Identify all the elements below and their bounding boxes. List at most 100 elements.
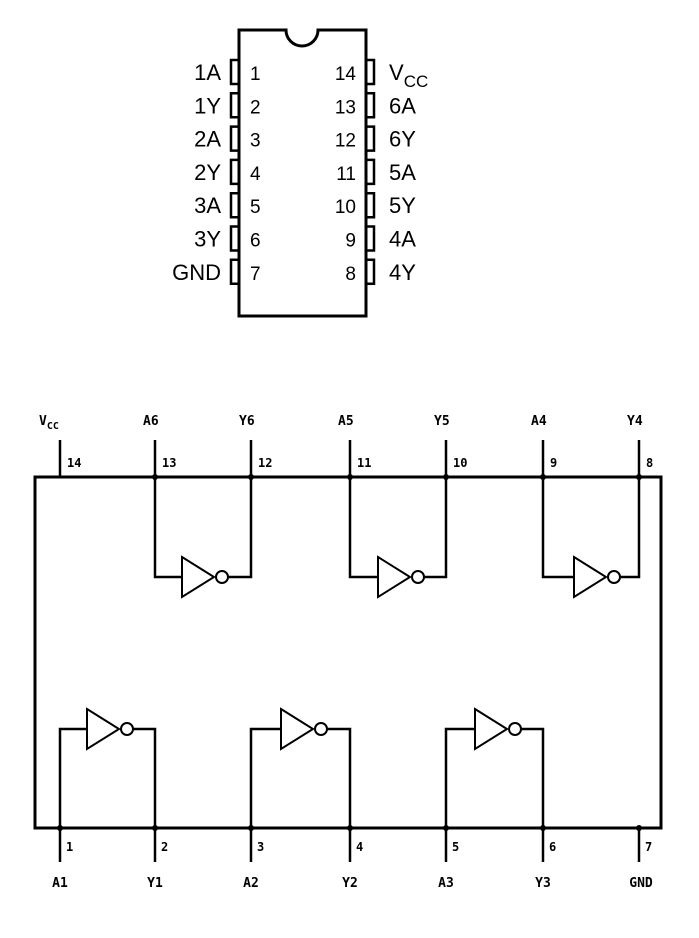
pin-number: 6 [549,840,556,854]
pin-tab [229,158,238,186]
buffer-triangle [86,707,121,751]
pin-label-gnd: GND [629,876,653,891]
inverter-gate-1 [58,707,157,828]
inversion-bubble [411,570,425,584]
pin-tab [229,191,238,219]
pin-number: 3 [257,840,264,854]
junction-dot [636,825,642,831]
pin-number: 9 [550,456,557,470]
input-wire [249,727,281,828]
pin-label-y3: Y3 [535,876,551,891]
logic-schematic: VCC 14 A6 13 Y6 12 A5 11 Y5 10 A4 9 Y4 8 1 A1 2 Y1 3 A2 4 Y2… [33,414,663,891]
pin-number: 14 [335,64,357,85]
pin-number: 14 [67,456,81,470]
pin-tab [367,191,376,219]
pin-label-y2: Y2 [342,876,358,891]
pin-number: 5 [250,197,261,218]
pin-number: 9 [345,231,356,252]
pin-tab [367,125,376,152]
inverter-gates [58,477,641,828]
pin-number: 1 [66,840,73,854]
pin-tab [229,258,238,286]
pin-name-5y: 5Y [389,193,416,218]
pin-name-gnd: GND [172,260,221,285]
pin-number: 10 [335,197,356,218]
buffer-triangle [377,555,412,599]
pin-label-a6: A6 [143,414,159,429]
dip-package: 1A 1 1Y 2 2A 3 2Y 4 3A 5 3Y 6 GND 7 14 VCC 13 6A 12 6Y 11 5A… [172,28,428,318]
pin-name-2y: 2Y [194,160,221,185]
pin-number: 1 [250,64,261,85]
pin-name-4y: 4Y [389,260,416,285]
pin-name-3a: 3A [194,193,221,218]
pin-name-5a: 5A [389,160,416,185]
pin-tab [229,125,238,152]
buffer-triangle [280,707,315,751]
pin-name-2a: 2A [194,127,221,152]
pin-label-a4: A4 [531,414,547,429]
pin-number: 4 [356,840,363,854]
buffer-triangle [573,555,608,599]
pin-label-a1: A1 [52,876,68,891]
pin-number: 11 [336,164,356,185]
input-wire [348,477,378,579]
pin-number: 11 [357,456,371,470]
output-wire [521,727,545,828]
buffer-triangle [181,555,216,599]
pin-name-4a: 4A [389,227,416,252]
inversion-bubble [120,722,134,736]
pin-label-y1: Y1 [147,876,163,891]
pin-number: 7 [645,840,652,854]
inverter-gate-5 [348,477,448,599]
pin-name-6a: 6A [389,93,416,118]
pin-label-a3: A3 [438,876,454,891]
bottom-pin-row: 1 A1 2 Y1 3 A2 4 Y2 5 A3 6 Y3 7 GND [52,825,653,891]
pin-number: 13 [335,97,356,118]
pin-tab [367,258,376,286]
inversion-bubble [215,570,229,584]
left-pin-column: 1A 1 1Y 2 2A 3 2Y 4 3A 5 3Y 6 GND 7 [172,58,261,286]
inverter-gate-2 [249,707,352,828]
inverter-gate-6 [153,477,253,599]
pin-tab [229,58,238,86]
pin-tab [367,92,376,119]
output-wire [133,727,157,828]
right-pin-column: 14 VCC 13 6A 12 6Y 11 5A 10 5Y 9 4A 8 4Y [335,58,428,286]
pin-number: 2 [250,97,261,118]
pin-number: 12 [335,131,356,152]
pin-label-a2: A2 [243,876,259,891]
pin-tab [367,225,376,252]
pin-tab [367,158,376,186]
pin-label-v: VCC [39,414,59,432]
pin-name-v-subscript: CC [404,72,429,91]
output-wire [424,477,448,579]
input-wire [541,477,574,579]
input-wire [153,477,182,579]
pin-tab [229,92,238,119]
pin-name-v: VCC [389,60,428,91]
output-wire [620,477,641,579]
output-wire [327,727,352,828]
inversion-bubble [508,722,522,736]
pin-number: 4 [250,164,261,185]
package-body [237,28,368,318]
pin-number: 7 [250,264,261,285]
pin-number: 12 [258,456,272,470]
pin-name-6y: 6Y [389,127,416,152]
pin-number: 8 [345,264,356,285]
pin-number: 3 [250,131,261,152]
output-wire [228,477,253,579]
pin-label-y6: Y6 [239,414,255,429]
pin-name-3y: 3Y [194,227,221,252]
pin-tab [367,58,376,86]
pin-number: 2 [161,840,168,854]
inversion-bubble [314,722,328,736]
pin-name-1y: 1Y [194,93,221,118]
input-wire [444,727,475,828]
pin-number: 6 [250,231,261,252]
pin-label-a5: A5 [338,414,354,429]
input-wire [58,727,87,828]
buffer-triangle [474,707,509,751]
inverter-gate-4 [541,477,641,599]
